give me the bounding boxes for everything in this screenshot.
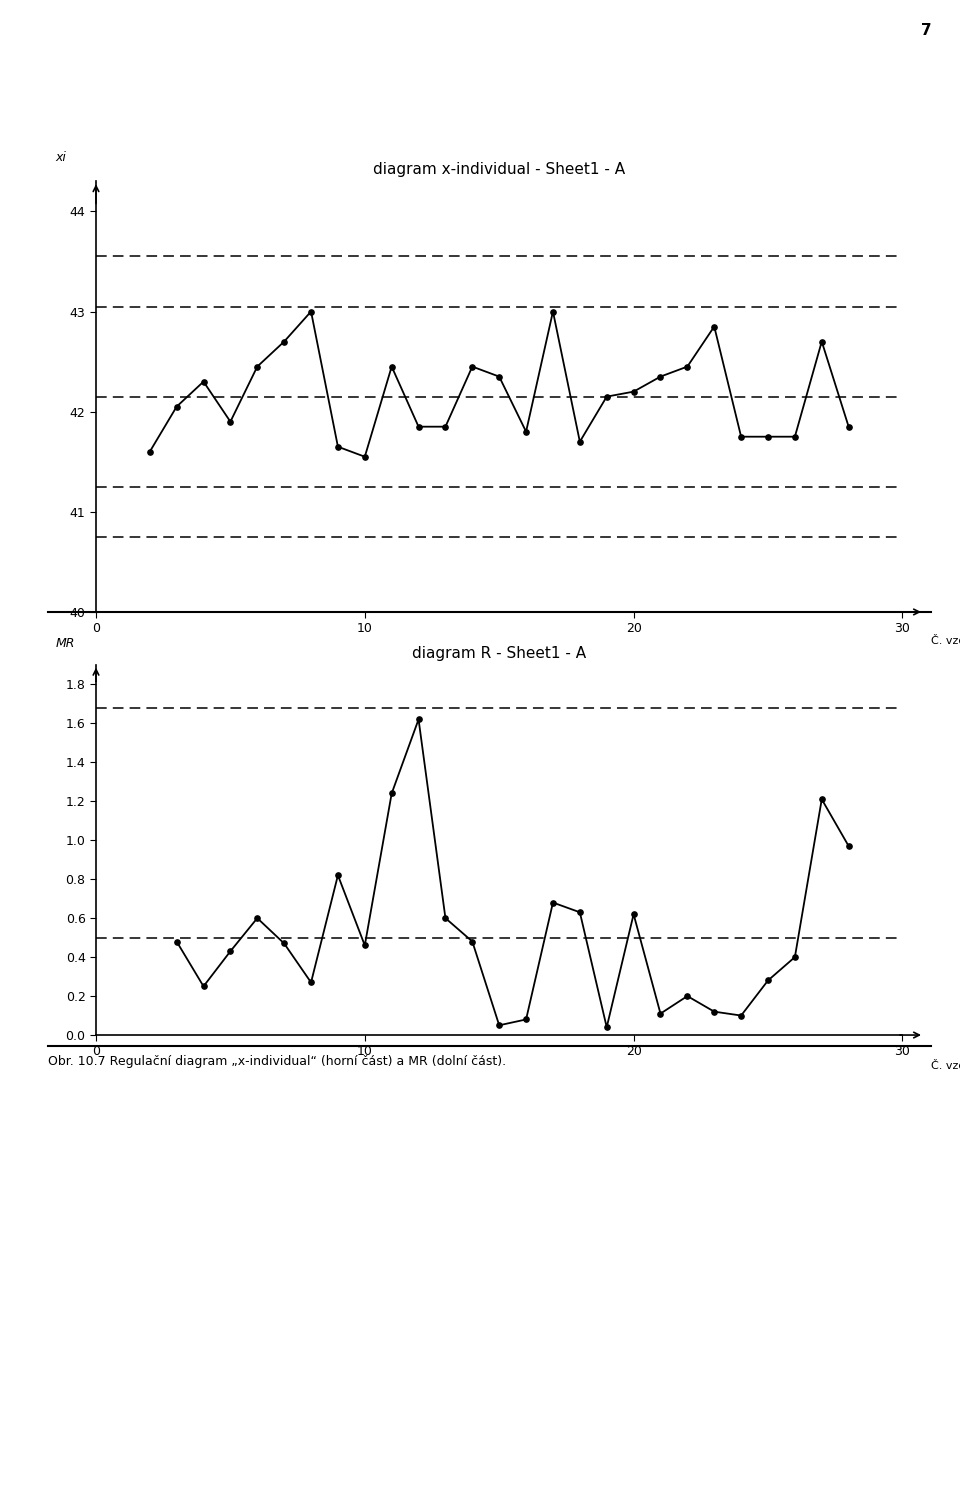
Text: xi: xi <box>56 151 66 165</box>
Title: diagram R - Sheet1 - A: diagram R - Sheet1 - A <box>412 645 587 660</box>
Text: 7: 7 <box>921 23 931 38</box>
Text: Obr. 10.7 Regulační diagram „x-individual“ (horní část) a MR (dolní část).: Obr. 10.7 Regulační diagram „x-individua… <box>48 1055 506 1068</box>
Text: MR: MR <box>56 638 75 650</box>
Title: diagram x-individual - Sheet1 - A: diagram x-individual - Sheet1 - A <box>373 162 625 177</box>
Text: Č. vzorku: Č. vzorku <box>930 1061 960 1071</box>
Text: Č. vzorku: Č. vzorku <box>930 636 960 645</box>
